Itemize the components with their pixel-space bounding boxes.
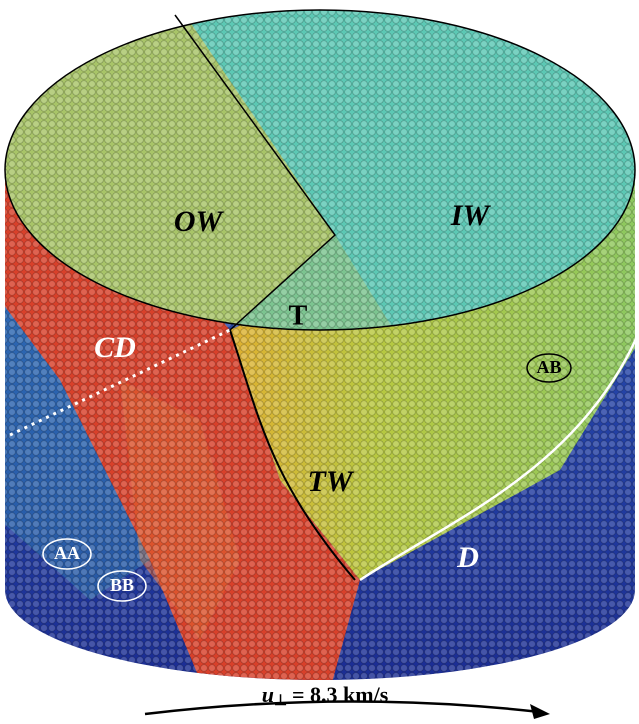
- caption: u⊥ = 8.3 km/s: [262, 682, 389, 709]
- arrow-head: [530, 704, 550, 719]
- label-cd: CD: [94, 331, 136, 364]
- label-ow: OW: [174, 205, 225, 238]
- label-t: T: [289, 300, 308, 331]
- label-iw: IW: [450, 199, 492, 232]
- label-aa: AA: [54, 543, 80, 563]
- caption-symbol: u: [262, 682, 274, 707]
- label-bb: BB: [110, 575, 134, 595]
- figure: OW IW T CD AB TW D AA BB u⊥ = 8.3 km/s: [0, 0, 639, 724]
- caption-rest: = 8.3 km/s: [292, 682, 389, 707]
- label-ab: AB: [536, 357, 561, 377]
- label-tw: TW: [308, 465, 355, 498]
- caption-subscript: ⊥: [274, 693, 287, 709]
- label-d: D: [456, 541, 479, 574]
